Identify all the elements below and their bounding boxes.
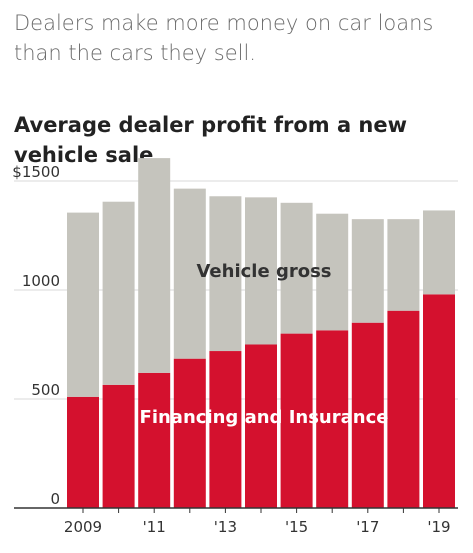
x-tick-label: '13 [214, 518, 237, 536]
series-label-vehicle-gross: Vehicle gross [196, 261, 331, 282]
bar-vehicle-gross [280, 202, 313, 334]
bar-financing [316, 330, 349, 508]
y-tick-label: $1500 [12, 163, 60, 181]
bar-vehicle-gross [102, 201, 135, 385]
y-tick-label: 500 [31, 381, 60, 399]
chart-title: Average dealer profit from a new vehicle… [14, 113, 408, 167]
bar-vehicle-gross [423, 210, 455, 295]
bar-vehicle-gross [245, 197, 277, 345]
bar-vehicle-gross [209, 196, 242, 352]
series-label-financing: Financing and Insurance [140, 407, 389, 428]
bar-financing [351, 322, 384, 508]
bar-vehicle-gross [316, 213, 349, 331]
bar-vehicle-gross [351, 219, 384, 323]
x-tick-label: '15 [285, 518, 308, 536]
x-tick-label: '17 [356, 518, 379, 536]
chart-subtitle: Dealers make more money on car loans tha… [14, 11, 434, 65]
bar-vehicle-gross [387, 219, 420, 311]
bar-financing [280, 333, 313, 508]
bar-vehicle-gross [173, 188, 206, 359]
x-tick-label: '19 [427, 518, 450, 536]
x-tick-label: 2009 [64, 518, 102, 536]
y-tick-label: 1000 [22, 272, 60, 290]
bar-financing [67, 396, 99, 508]
bar-financing [102, 384, 135, 508]
bar-financing [173, 358, 206, 508]
y-tick-label: 0 [50, 490, 60, 508]
x-tick-label: '11 [143, 518, 166, 536]
bar-financing [245, 344, 277, 508]
bar-vehicle-gross [67, 212, 99, 397]
bar-financing [138, 372, 171, 508]
bar-financing [387, 310, 420, 508]
bar-vehicle-gross [138, 158, 171, 373]
bar-financing [209, 351, 242, 508]
bar-financing [423, 294, 455, 508]
